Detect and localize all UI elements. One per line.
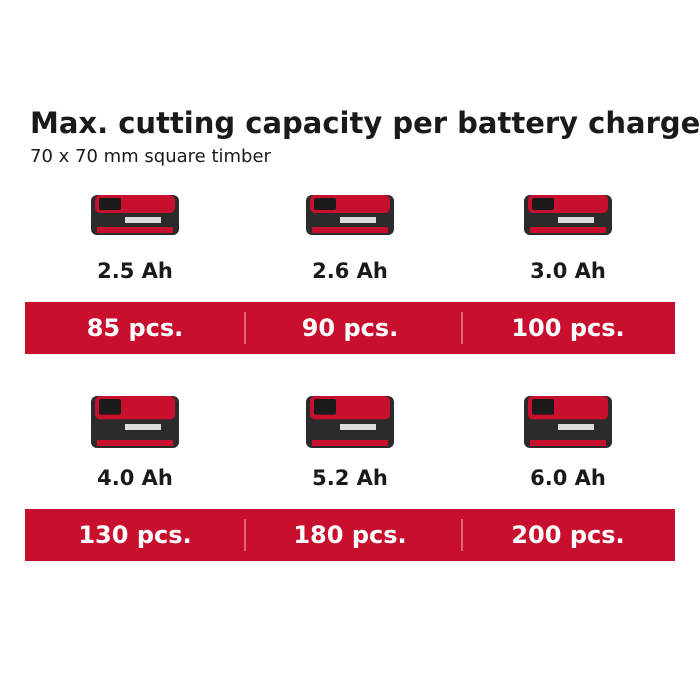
cutting-count: 85 pcs. [87,314,184,342]
battery-base [530,227,606,233]
battery-latch [314,399,336,415]
battery-capacity-label: 2.6 Ah [312,259,388,283]
cutting-count: 180 pcs. [293,521,406,549]
battery-label [125,424,161,430]
battery-icon [524,195,612,235]
capacity-band [25,302,675,354]
battery-icon [306,396,394,448]
battery-label [558,217,594,223]
battery-capacity-label: 5.2 Ah [312,466,388,490]
battery-capacity-label: 4.0 Ah [97,466,173,490]
battery-latch [314,198,336,210]
battery-icon [306,195,394,235]
cutting-count: 100 pcs. [511,314,624,342]
battery-label [340,217,376,223]
battery-icon [91,396,179,448]
battery-icon [524,396,612,448]
battery-capacity-label: 3.0 Ah [530,259,606,283]
battery-capacity-label: 6.0 Ah [530,466,606,490]
battery-capacity-label: 2.5 Ah [97,259,173,283]
cutting-count: 90 pcs. [302,314,399,342]
battery-base [312,227,388,233]
battery-latch [532,198,554,210]
battery-base [312,440,388,446]
battery-label [558,424,594,430]
battery-label [340,424,376,430]
cutting-count: 130 pcs. [78,521,191,549]
battery-label [125,217,161,223]
title: Max. cutting capacity per battery charge [30,106,700,140]
battery-icon [91,195,179,235]
subtitle: 70 x 70 mm square timber [30,146,272,167]
capacity-band [25,509,675,561]
battery-base [97,440,173,446]
battery-latch [99,399,121,415]
battery-latch [532,399,554,415]
cutting-count: 200 pcs. [511,521,624,549]
battery-base [530,440,606,446]
battery-base [97,227,173,233]
battery-latch [99,198,121,210]
